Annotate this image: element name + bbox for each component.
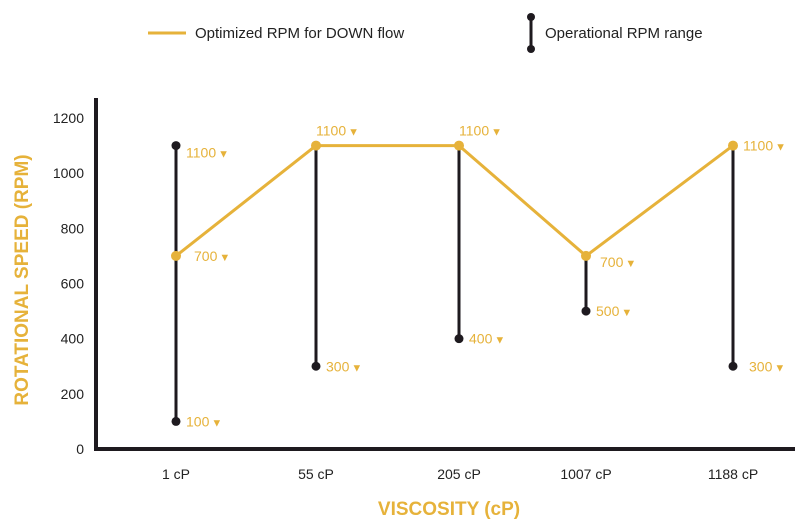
legend-range-dot-top	[527, 13, 535, 21]
optimized-value-label: 700 ▼	[194, 248, 230, 264]
optimized-point	[171, 250, 181, 261]
range-series	[171, 141, 738, 426]
range-max-label: 1100 ▼	[186, 145, 229, 161]
range-min-point	[581, 306, 591, 316]
range-min-label: 500 ▼	[596, 303, 632, 319]
x-tick-label: 1188 cP	[708, 466, 758, 482]
y-tick-label: 0	[76, 441, 84, 457]
range-min-point	[728, 361, 738, 371]
y-tick-label: 400	[61, 331, 85, 347]
y-tick-label: 600	[61, 276, 85, 292]
range-min-label: 100 ▼	[186, 413, 222, 429]
range-min-point	[311, 361, 321, 371]
legend: Optimized RPM for DOWN flow Operational …	[148, 13, 703, 53]
optimized-value-label: 1100 ▼	[316, 123, 359, 139]
range-min-point	[171, 416, 181, 426]
x-tick-label: 1007 cP	[560, 466, 611, 482]
optimized-point	[454, 140, 464, 151]
x-tick-labels: 1 cP 55 cP 205 cP 1007 cP 1188 cP	[162, 466, 758, 482]
range-min-point	[454, 334, 464, 344]
legend-label-optimized: Optimized RPM for DOWN flow	[195, 25, 404, 42]
optimized-value-label: 700 ▼	[600, 254, 636, 270]
optimized-point	[311, 140, 321, 151]
range-max-point	[171, 141, 181, 151]
axes	[94, 98, 795, 451]
optimized-series	[171, 140, 738, 261]
x-tick-label: 1 cP	[162, 466, 190, 482]
y-tick-label: 800	[61, 220, 85, 236]
y-tick-label: 200	[61, 386, 85, 402]
x-axis-title: VISCOSITY (cP)	[378, 499, 520, 520]
y-tick-labels: 0 200 400 600 800 1000 1200	[53, 110, 84, 457]
y-axis-title: ROTATIONAL SPEED (RPM)	[12, 154, 33, 405]
optimized-point	[581, 250, 591, 261]
x-tick-label: 55 cP	[298, 466, 334, 482]
optimized-point	[728, 140, 738, 151]
range-min-label: 300 ▼	[749, 358, 785, 374]
legend-label-range: Operational RPM range	[545, 25, 703, 42]
x-tick-label: 205 cP	[437, 466, 481, 482]
range-min-label: 400 ▼	[469, 331, 505, 347]
y-tick-label: 1000	[53, 165, 84, 181]
data-labels: 700 ▼ 1100 ▼ 1100 ▼ 700 ▼ 1100 ▼ 100 ▼ 300 ▼ 400 ▼ 500 ▼ 3…	[186, 123, 786, 430]
optimized-line	[175, 144, 734, 258]
range-min-label: 300 ▼	[326, 358, 362, 374]
legend-range-dot-bottom	[527, 45, 535, 53]
y-tick-label: 1200	[53, 110, 84, 126]
optimized-value-label: 1100 ▼	[743, 138, 786, 154]
optimized-value-label: 1100 ▼	[459, 123, 502, 139]
